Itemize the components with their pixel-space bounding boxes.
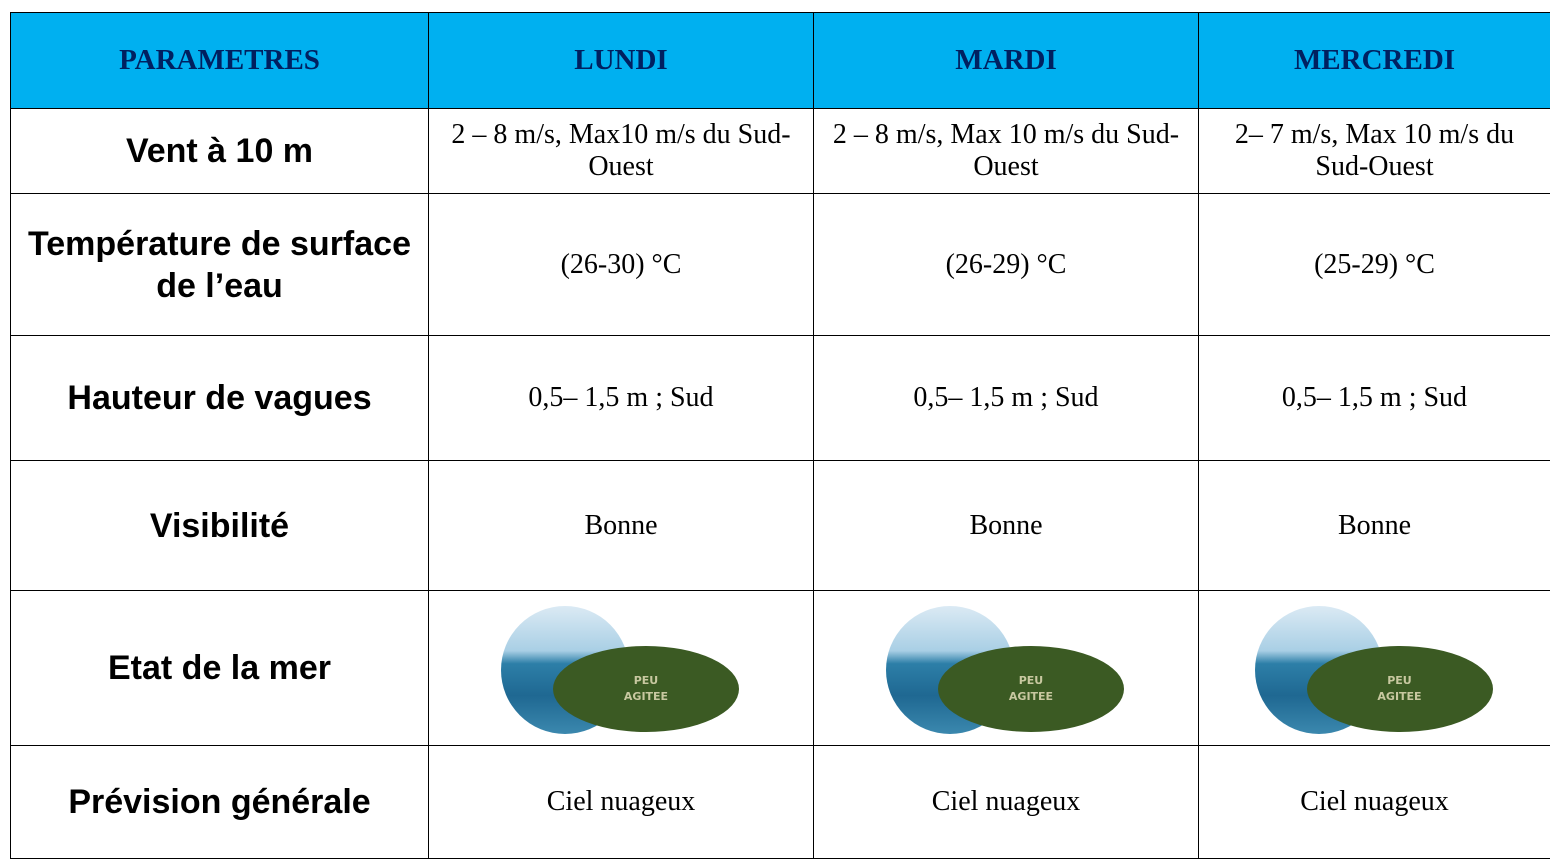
value-cell: Ciel nuageux bbox=[814, 746, 1199, 859]
value-cell: Bonne bbox=[814, 461, 1199, 591]
table-row: Température de surface de l’eau(26-30) °… bbox=[11, 194, 1550, 336]
row-label: Hauteur de vagues bbox=[11, 336, 429, 461]
sea-state-badge: PEU AGITEE bbox=[1307, 646, 1493, 732]
value-cell: (26-30) °C bbox=[429, 194, 814, 336]
sea-state-icon: PEU AGITEE bbox=[1255, 598, 1495, 738]
value-cell: Bonne bbox=[429, 461, 814, 591]
header-cell: MERCREDI bbox=[1199, 13, 1550, 109]
header-cell: LUNDI bbox=[429, 13, 814, 109]
header-cell: MARDI bbox=[814, 13, 1199, 109]
value-cell: 0,5– 1,5 m ; Sud bbox=[429, 336, 814, 461]
row-label: Température de surface de l’eau bbox=[11, 194, 429, 336]
value-cell: 0,5– 1,5 m ; Sud bbox=[814, 336, 1199, 461]
value-cell: 2 – 8 m/s, Max10 m/s du Sud-Ouest bbox=[429, 109, 814, 194]
sea-state-icon: PEU AGITEE bbox=[501, 598, 741, 738]
value-cell: (26-29) °C bbox=[814, 194, 1199, 336]
sea-state-cell: PEU AGITEE bbox=[814, 591, 1199, 746]
value-cell: 2 – 8 m/s, Max 10 m/s du Sud-Ouest bbox=[814, 109, 1199, 194]
row-label: Etat de la mer bbox=[11, 591, 429, 746]
value-cell: 2– 7 m/s, Max 10 m/s du Sud-Ouest bbox=[1199, 109, 1550, 194]
sea-state-icon: PEU AGITEE bbox=[886, 598, 1126, 738]
sea-state-cell: PEU AGITEE bbox=[429, 591, 814, 746]
header-cell: PARAMETRES bbox=[11, 13, 429, 109]
row-label: Vent à 10 m bbox=[11, 109, 429, 194]
sea-state-cell: PEU AGITEE bbox=[1199, 591, 1550, 746]
value-cell: 0,5– 1,5 m ; Sud bbox=[1199, 336, 1550, 461]
value-cell: (25-29) °C bbox=[1199, 194, 1550, 336]
sea-state-badge: PEU AGITEE bbox=[938, 646, 1124, 732]
value-cell: Bonne bbox=[1199, 461, 1550, 591]
value-cell: Ciel nuageux bbox=[1199, 746, 1550, 859]
row-label: Visibilité bbox=[11, 461, 429, 591]
sea-state-badge: PEU AGITEE bbox=[553, 646, 739, 732]
value-cell: Ciel nuageux bbox=[429, 746, 814, 859]
sea-state-text: PEU AGITEE bbox=[1370, 673, 1430, 705]
sea-state-text: PEU AGITEE bbox=[616, 673, 676, 705]
row-label: Prévision générale bbox=[11, 746, 429, 859]
sea-state-text: PEU AGITEE bbox=[1001, 673, 1061, 705]
table-row: Etat de la mer PEU AGITEE PEU AGITEE PEU AG… bbox=[11, 591, 1550, 746]
